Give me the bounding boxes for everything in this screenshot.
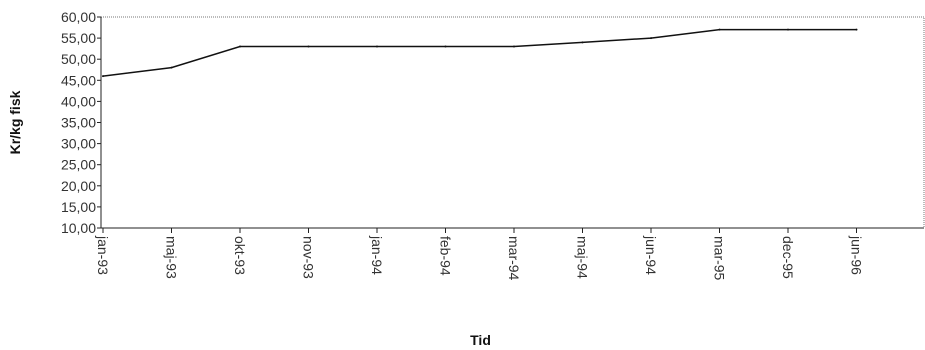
plot-frame bbox=[100, 16, 925, 229]
x-tick-label: mar-95 bbox=[712, 236, 728, 281]
x-tick-label: mar-94 bbox=[506, 236, 522, 281]
data-point bbox=[376, 45, 378, 48]
y-tick-label: 10,00 bbox=[61, 220, 96, 236]
x-tick-label: dec-95 bbox=[780, 236, 796, 279]
data-point bbox=[787, 28, 789, 31]
plot-area: 10,00 15,00 20,00 25,00 30,00 35,00 40,00 45,00… bbox=[61, 9, 925, 281]
x-tick-label: jan-93 bbox=[95, 235, 111, 275]
data-point bbox=[239, 45, 241, 48]
x-tick-label: jun-94 bbox=[643, 235, 659, 275]
data-point bbox=[102, 75, 104, 78]
y-axis-ticks: 10,00 15,00 20,00 25,00 30,00 35,00 40,00 45,00… bbox=[61, 9, 101, 236]
x-axis-ticks: jan-93 maj-93 okt-93 nov-93 jan-94 feb-94 mar-… bbox=[95, 228, 865, 281]
x-tick-label: nov-93 bbox=[301, 236, 317, 279]
x-tick-label: maj-94 bbox=[575, 236, 591, 279]
y-tick-label: 40,00 bbox=[61, 93, 96, 109]
data-point bbox=[581, 41, 584, 44]
y-tick-label: 50,00 bbox=[61, 51, 96, 67]
y-tick-label: 60,00 bbox=[61, 9, 96, 25]
y-tick-label: 55,00 bbox=[61, 30, 96, 46]
data-point bbox=[718, 28, 721, 31]
data-point bbox=[650, 37, 652, 40]
data-point bbox=[513, 45, 515, 48]
x-tick-label: maj-93 bbox=[164, 236, 180, 279]
y-axis-title: Kr/kg fisk bbox=[7, 90, 23, 154]
x-axis-title: Tid bbox=[470, 332, 491, 348]
x-tick-label: jun-96 bbox=[849, 235, 865, 275]
y-tick-label: 30,00 bbox=[61, 136, 96, 152]
data-point bbox=[444, 45, 447, 48]
x-tick-label: feb-94 bbox=[438, 236, 454, 276]
y-tick-label: 15,00 bbox=[61, 199, 96, 215]
x-tick-label: okt-93 bbox=[232, 236, 248, 275]
data-point bbox=[307, 45, 310, 48]
y-tick-label: 20,00 bbox=[61, 178, 96, 194]
data-points bbox=[102, 28, 858, 78]
y-tick-label: 25,00 bbox=[61, 157, 96, 173]
y-tick-label: 35,00 bbox=[61, 115, 96, 131]
series-line bbox=[102, 28, 857, 77]
y-tick-label: 45,00 bbox=[61, 72, 96, 88]
data-point bbox=[855, 28, 858, 31]
data-point bbox=[170, 66, 173, 69]
x-tick-label: jan-94 bbox=[369, 235, 385, 275]
